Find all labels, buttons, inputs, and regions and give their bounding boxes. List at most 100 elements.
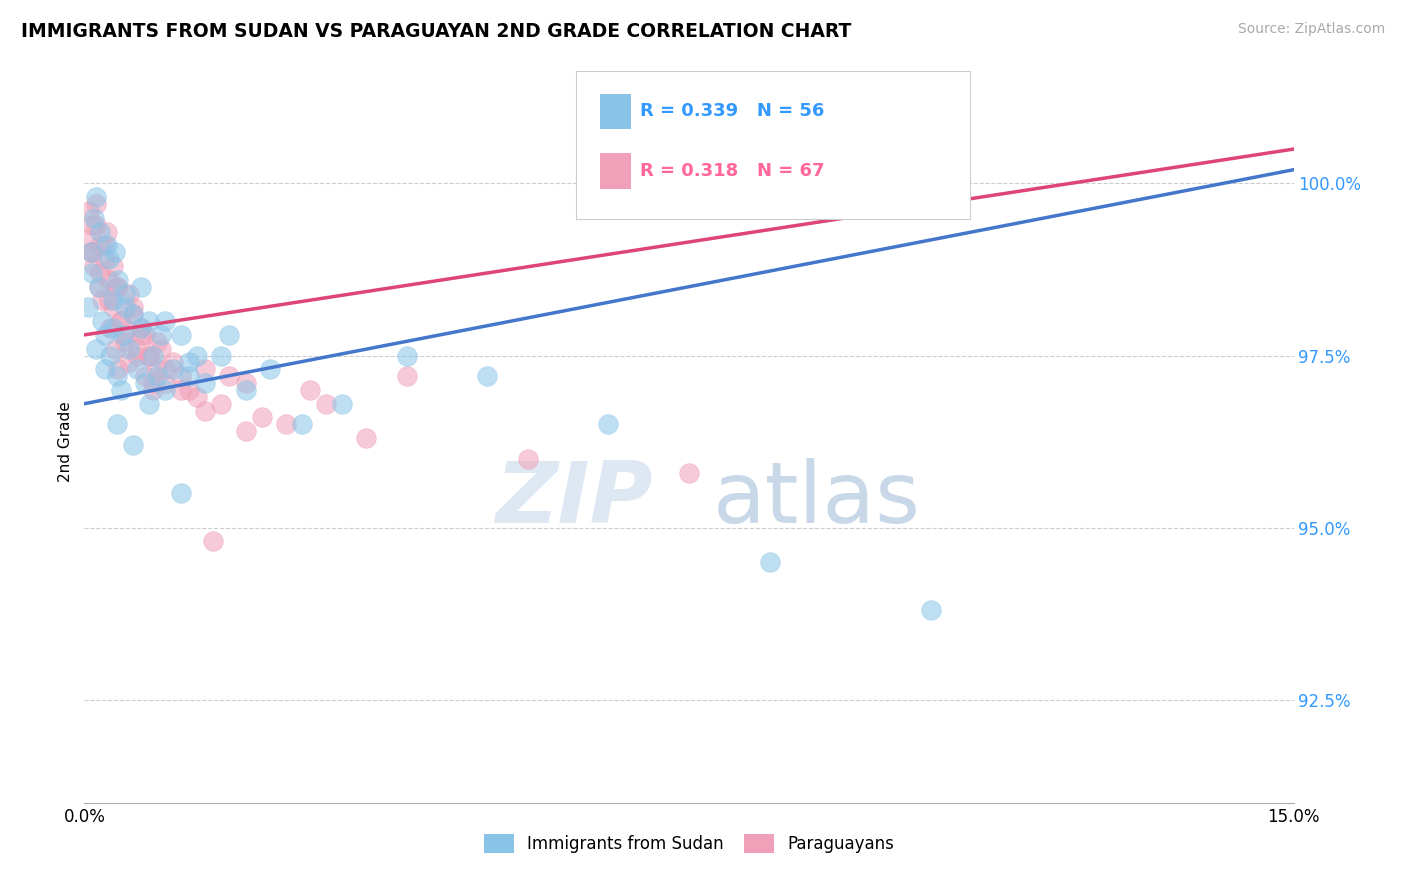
Point (202, 534, 225, 549)
Point (194, 362, 217, 376)
Point (218, 327, 240, 342)
Point (138, 349, 160, 363)
Point (395, 349, 418, 363)
Point (129, 327, 152, 342)
Text: Source: ZipAtlas.com: Source: ZipAtlas.com (1237, 22, 1385, 37)
Point (186, 349, 208, 363)
Point (110, 314, 132, 328)
Point (97, 252, 120, 267)
Point (274, 417, 297, 432)
Point (80, 245, 103, 260)
Point (105, 369, 128, 384)
Point (93, 362, 115, 376)
Point (134, 369, 156, 384)
Point (97, 293, 120, 308)
Point (209, 349, 232, 363)
Point (920, 603, 942, 617)
Point (104, 245, 127, 260)
Point (598, 417, 620, 432)
Point (218, 369, 240, 384)
Point (356, 431, 378, 445)
Text: IMMIGRANTS FROM SUDAN VS PARAGUAYAN 2ND GRADE CORRELATION CHART: IMMIGRANTS FROM SUDAN VS PARAGUAYAN 2ND … (21, 22, 852, 41)
Point (107, 273, 129, 287)
Point (82, 245, 104, 260)
Point (125, 342, 148, 356)
Point (101, 301, 124, 315)
Point (89, 238, 111, 252)
Point (153, 383, 176, 397)
Point (330, 397, 353, 411)
Point (105, 279, 128, 293)
Point (93, 252, 115, 267)
Point (89, 266, 111, 280)
Point (142, 376, 165, 390)
Text: atlas: atlas (713, 458, 921, 541)
Point (235, 383, 257, 397)
Point (118, 355, 141, 369)
Point (98, 321, 121, 335)
Point (235, 376, 257, 390)
Point (107, 362, 129, 376)
Point (87, 279, 110, 293)
Point (146, 369, 169, 384)
Text: R = 0.339   N = 56: R = 0.339 N = 56 (640, 103, 824, 120)
Point (86, 190, 108, 204)
Point (121, 438, 143, 452)
Point (162, 355, 184, 369)
Point (82, 218, 104, 232)
Point (149, 342, 172, 356)
Point (121, 307, 143, 321)
Point (82, 266, 104, 280)
Point (80, 245, 103, 260)
Point (170, 383, 193, 397)
Point (91, 293, 114, 308)
Point (86, 197, 108, 211)
Point (110, 383, 132, 397)
Point (138, 349, 160, 363)
Point (125, 362, 148, 376)
Text: R = 0.318   N = 67: R = 0.318 N = 67 (640, 162, 824, 180)
Point (87, 279, 110, 293)
Point (96, 238, 118, 252)
Point (77, 301, 100, 315)
Point (105, 279, 128, 293)
Point (678, 466, 700, 480)
Point (516, 451, 538, 466)
Point (112, 327, 135, 342)
Point (83, 211, 105, 225)
Point (101, 259, 124, 273)
Y-axis label: 2nd Grade: 2nd Grade (58, 401, 73, 482)
Point (91, 314, 114, 328)
Point (129, 279, 152, 293)
Point (138, 314, 160, 328)
Point (96, 225, 118, 239)
Point (149, 327, 172, 342)
Point (153, 376, 176, 390)
Point (235, 424, 257, 438)
Point (138, 397, 160, 411)
Point (170, 327, 193, 342)
Point (101, 293, 124, 308)
Point (477, 369, 499, 384)
Point (121, 307, 143, 321)
Point (118, 286, 141, 301)
Point (76, 231, 98, 245)
Point (134, 327, 156, 342)
Point (315, 397, 337, 411)
Point (83, 259, 105, 273)
Point (125, 349, 148, 363)
Point (118, 342, 141, 356)
Point (114, 327, 136, 342)
Point (194, 376, 217, 390)
Point (114, 334, 136, 349)
Point (758, 555, 780, 569)
Point (97, 273, 120, 287)
Point (129, 321, 152, 335)
Point (153, 362, 176, 376)
Point (89, 225, 111, 239)
Point (114, 286, 136, 301)
Point (259, 362, 281, 376)
Point (142, 349, 165, 363)
Point (77, 204, 100, 219)
Point (153, 314, 176, 328)
